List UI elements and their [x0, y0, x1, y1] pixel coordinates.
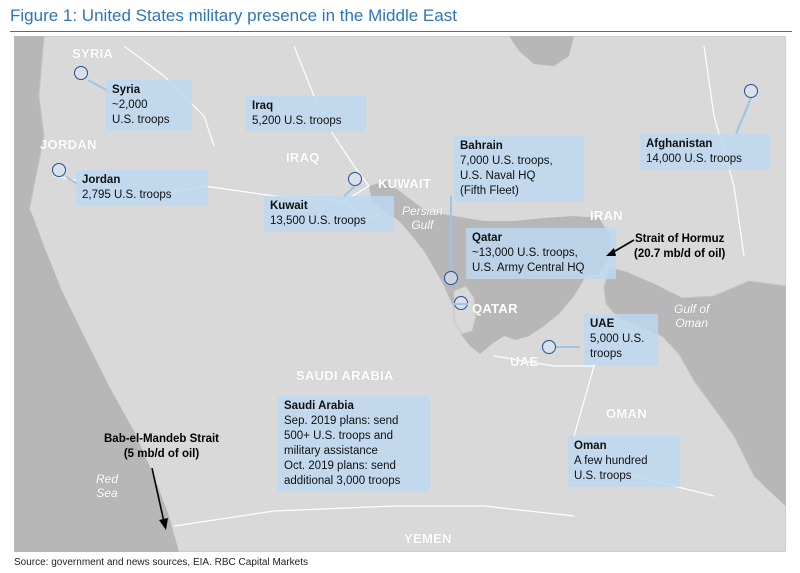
region-label-yemen: YEMEN [404, 531, 452, 546]
callout-jordan-line-1: 2,795 U.S. troops [82, 189, 172, 201]
leader-afghanistan [735, 97, 752, 135]
callout-afghanistan-name: Afghanistan [646, 138, 713, 150]
callout-saudi-arabia-line-2: 500+ U.S. troops and [284, 430, 394, 442]
strait-label-bab-el-mandeb: Bab-el-Mandeb Strait (5 mb/d of oil) [104, 432, 219, 462]
gulf-of-oman-line-2: Oman [675, 316, 709, 330]
callout-iraq: Iraq 5,200 U.S. troops [246, 96, 366, 132]
callout-uae-line-1: 5,000 U.S. [590, 333, 645, 345]
persian-gulf-line-2: Gulf [411, 218, 434, 232]
callout-saudi-arabia-line-1: Sep. 2019 plans: send [284, 415, 399, 427]
region-label-qatar: QATAR [472, 301, 518, 316]
callout-kuwait: Kuwait 13,500 U.S. troops [264, 196, 394, 232]
base-marker-bahrain [444, 271, 458, 285]
red-sea [14, 196, 179, 552]
callout-bahrain: Bahrain 7,000 U.S. troops, U.S. Naval HQ… [454, 136, 584, 202]
gulf-of-oman [610, 268, 786, 366]
region-label-kuwait: KUWAIT [378, 176, 432, 191]
map: SYRIA JORDAN IRAQ KUWAIT IRAN QATAR UAE … [14, 36, 786, 552]
caspian-sea [509, 36, 574, 66]
callout-saudi-arabia: Saudi Arabia Sep. 2019 plans: send 500+ … [278, 396, 430, 492]
callout-jordan-name: Jordan [82, 174, 121, 186]
bab-el-mandeb-line-2: (5 mb/d of oil) [123, 448, 200, 460]
hormuz-arrow-icon [606, 239, 635, 256]
callout-qatar: Qatar ~13,000 U.S. troops, U.S. Army Cen… [466, 228, 616, 279]
region-label-iran: IRAN [590, 208, 623, 223]
callout-saudi-arabia-line-4: Oct. 2019 plans: send [284, 460, 396, 472]
border-yemen-saudi [173, 505, 575, 527]
callout-bahrain-line-3: (Fifth Fleet) [460, 185, 519, 197]
callout-saudi-arabia-line-3: military assistance [284, 445, 378, 457]
callout-saudi-arabia-name: Saudi Arabia [284, 400, 354, 412]
base-marker-jordan [52, 163, 66, 177]
red-sea-line-2: Sea [96, 486, 118, 500]
water-label-gulf-of-oman: Gulf of Oman [674, 302, 709, 330]
callout-syria: Syria ~2,000 U.S. troops [106, 80, 192, 131]
callout-syria-name: Syria [112, 84, 141, 96]
water-label-red-sea: Red Sea [96, 472, 118, 500]
callout-jordan: Jordan 2,795 U.S. troops [76, 170, 208, 206]
callout-oman-line-1: A few hundred [574, 455, 648, 467]
base-marker-syria [74, 66, 88, 80]
base-marker-afghanistan [744, 84, 758, 98]
bab-el-mandeb-arrow-icon [151, 467, 168, 530]
region-label-oman: OMAN [606, 406, 647, 421]
callout-kuwait-name: Kuwait [270, 200, 308, 212]
bab-el-mandeb-line-1: Bab-el-Mandeb Strait [104, 433, 220, 445]
callout-oman-line-2: U.S. troops [574, 470, 632, 482]
callout-uae-name: UAE [590, 318, 615, 330]
strait-label-hormuz: Strait of Hormuz (20.7 mb/d of oil) [634, 232, 725, 262]
figure-title: Figure 1: United States military presenc… [10, 6, 457, 25]
hormuz-line-2: (20.7 mb/d of oil) [634, 248, 726, 260]
region-label-saudi-arabia: SAUDI ARABIA [296, 368, 394, 383]
region-label-uae: UAE [510, 354, 539, 369]
mediterranean [14, 36, 44, 211]
callout-iraq-line-1: 5,200 U.S. troops [252, 115, 342, 127]
callout-syria-line-1: ~2,000 [112, 99, 148, 111]
callout-bahrain-name: Bahrain [460, 140, 503, 152]
callout-uae: UAE 5,000 U.S. troops [584, 314, 658, 365]
callout-syria-line-2: U.S. troops [112, 114, 170, 126]
arabian-sea [704, 356, 786, 506]
region-label-iraq: IRAQ [286, 150, 320, 165]
red-sea-line-1: Red [96, 472, 119, 486]
callout-saudi-arabia-line-5: additional 3,000 troops [284, 475, 401, 487]
title-divider [10, 31, 792, 32]
base-marker-kuwait [348, 172, 362, 186]
callout-iraq-name: Iraq [252, 100, 274, 112]
callout-bahrain-line-1: 7,000 U.S. troops, [460, 155, 553, 167]
callout-afghanistan: Afghanistan 14,000 U.S. troops [640, 134, 770, 170]
gulf-of-oman-line-1: Gulf of [674, 302, 710, 316]
callout-bahrain-line-2: U.S. Naval HQ [460, 170, 536, 182]
base-marker-uae [542, 340, 556, 354]
callout-qatar-name: Qatar [472, 232, 503, 244]
leader-kuwait [343, 185, 356, 197]
map-geography [14, 36, 786, 552]
callout-uae-line-2: troops [590, 348, 622, 360]
region-label-syria: SYRIA [72, 46, 114, 61]
region-label-jordan: JORDAN [40, 137, 97, 152]
callout-kuwait-line-1: 13,500 U.S. troops [270, 215, 366, 227]
hormuz-line-1: Strait of Hormuz [634, 233, 725, 245]
callout-oman: Oman A few hundred U.S. troops [568, 436, 680, 487]
callout-qatar-line-2: U.S. Army Central HQ [472, 262, 585, 274]
callout-oman-name: Oman [574, 440, 607, 452]
callout-afghanistan-line-1: 14,000 U.S. troops [646, 153, 742, 165]
water-label-persian-gulf: Persian Gulf [402, 204, 443, 232]
callout-qatar-line-1: ~13,000 U.S. troops, [472, 247, 578, 259]
persian-gulf-line-1: Persian [402, 204, 443, 218]
source-note: Source: government and news sources, EIA… [14, 557, 309, 568]
